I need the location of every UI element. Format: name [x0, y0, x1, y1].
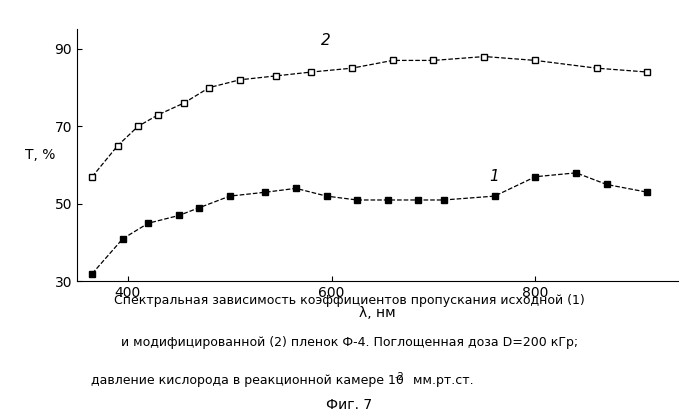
Text: Спектральная зависимость коэффициентов пропускания исходной (1): Спектральная зависимость коэффициентов п…: [114, 294, 585, 307]
Text: -2: -2: [395, 372, 405, 382]
X-axis label: λ, нм: λ, нм: [359, 306, 396, 320]
Text: Фиг. 7: Фиг. 7: [326, 398, 373, 412]
Y-axis label: T, %: T, %: [25, 148, 56, 163]
Text: 1: 1: [489, 168, 499, 184]
Text: мм.рт.ст.: мм.рт.ст.: [409, 374, 473, 387]
Text: и модифицированной (2) пленок Ф-4. Поглощенная доза D=200 кГр;: и модифицированной (2) пленок Ф-4. Погло…: [121, 336, 578, 349]
Text: давление кислорода в реакционной камере 10: давление кислорода в реакционной камере …: [91, 374, 404, 387]
Text: 2: 2: [322, 33, 331, 48]
